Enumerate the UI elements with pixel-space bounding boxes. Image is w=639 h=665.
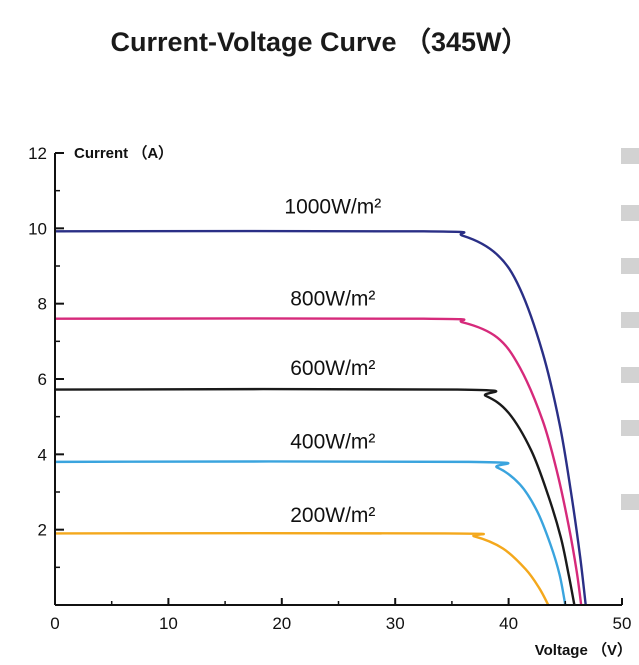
edge-block [621, 258, 639, 274]
series-line [54, 229, 587, 606]
x-axis-title: Voltage （V） [535, 641, 632, 659]
x-tick-label: 50 [613, 614, 632, 633]
series-layer [54, 229, 587, 606]
edge-block [621, 367, 639, 383]
y-tick-label: 8 [38, 295, 47, 314]
series-label: 200W/m² [290, 504, 375, 527]
y-tick-label: 10 [28, 219, 47, 238]
series-line [54, 532, 550, 606]
edge-block [621, 148, 639, 164]
x-tick-label: 20 [272, 614, 291, 633]
chart-title: Current-Voltage Curve （345W） [110, 27, 529, 57]
edge-block [621, 420, 639, 436]
y-tick-label: 6 [38, 370, 47, 389]
edge-block [621, 312, 639, 328]
series-label: 600W/m² [290, 357, 375, 380]
series-line [54, 317, 583, 606]
x-tick-label: 30 [386, 614, 405, 633]
series-line [54, 387, 576, 606]
series-label: 1000W/m² [284, 195, 381, 218]
y-tick-label: 12 [28, 144, 47, 163]
series-label: 800W/m² [290, 288, 375, 311]
series-line [54, 460, 567, 606]
x-tick-label: 0 [50, 614, 59, 633]
x-tick-label: 10 [159, 614, 178, 633]
edge-block [621, 494, 639, 510]
y-axis-title: Current （A） [74, 144, 173, 162]
y-tick-label: 4 [38, 445, 47, 464]
ticks-layer: 0 10 20 30 40 50 2 4 6 8 10 12 [28, 144, 631, 633]
labels-layer: 1000W/m² 800W/m² 600W/m² 400W/m² 200W/m² [284, 195, 381, 527]
y-tick-label: 2 [38, 521, 47, 540]
edge-block [621, 205, 639, 221]
series-label: 400W/m² [290, 431, 375, 454]
edge-decoration [621, 148, 639, 510]
x-tick-label: 40 [499, 614, 518, 633]
